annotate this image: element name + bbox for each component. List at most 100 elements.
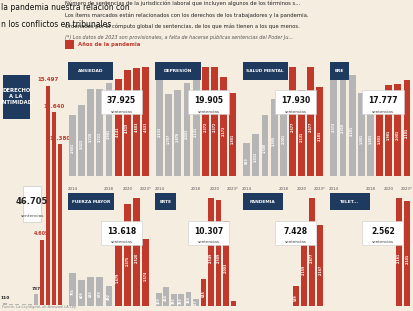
Text: 539: 539 [293, 294, 297, 300]
Bar [174, 90, 181, 176]
Bar [220, 77, 226, 176]
Text: 2.562: 2.562 [370, 227, 394, 236]
Bar [306, 67, 313, 176]
Bar [105, 83, 112, 176]
Text: 2.372: 2.372 [331, 122, 335, 132]
Bar [133, 68, 140, 176]
Bar [9, 304, 13, 305]
Bar [252, 134, 259, 176]
FancyBboxPatch shape [361, 90, 403, 114]
Text: sentencias: sentencias [20, 214, 44, 218]
Bar [87, 277, 94, 306]
Text: sentencias: sentencias [284, 110, 306, 114]
Bar [208, 198, 214, 306]
Text: 3.981: 3.981 [107, 129, 111, 139]
Text: 292: 292 [179, 297, 183, 304]
Text: 10.307: 10.307 [193, 227, 222, 236]
Text: 2014: 2014 [241, 187, 251, 191]
Text: 1.878: 1.878 [176, 132, 179, 142]
Text: 2.101: 2.101 [404, 254, 408, 264]
Text: 7.428: 7.428 [283, 227, 307, 236]
Text: 2.131: 2.131 [157, 127, 161, 137]
Text: 609: 609 [79, 291, 83, 298]
Text: FUERZA MAYOR: FUERZA MAYOR [71, 199, 110, 203]
Text: Años de la pandemia: Años de la pandemia [77, 42, 140, 47]
Bar [185, 292, 191, 306]
Text: 13.618: 13.618 [107, 227, 136, 236]
Text: 4.519: 4.519 [125, 123, 129, 133]
Bar [123, 70, 131, 176]
Text: 1.787: 1.787 [166, 134, 170, 144]
Bar [394, 84, 400, 176]
Text: 1.801: 1.801 [358, 134, 363, 144]
Bar [171, 294, 176, 306]
Bar [215, 200, 221, 306]
Bar [357, 94, 364, 176]
Text: 3.720: 3.720 [88, 132, 93, 142]
Text: 2020: 2020 [296, 187, 306, 191]
FancyBboxPatch shape [188, 90, 229, 114]
Text: 2.677: 2.677 [308, 122, 312, 132]
Text: 1.479: 1.479 [116, 272, 120, 283]
Bar [68, 62, 113, 80]
Bar [105, 285, 112, 306]
FancyBboxPatch shape [274, 221, 316, 245]
Bar [242, 62, 287, 80]
Bar [40, 240, 44, 305]
Text: 15.497: 15.497 [37, 77, 59, 82]
Bar [52, 112, 56, 305]
Text: 2.161: 2.161 [396, 253, 400, 263]
Bar [297, 90, 304, 176]
Text: la pandemia nuestra relación con: la pandemia nuestra relación con [1, 2, 130, 12]
Text: sentencias: sentencias [110, 240, 132, 244]
Bar [329, 62, 349, 80]
Text: 1.981: 1.981 [386, 130, 390, 140]
Text: 2014: 2014 [154, 187, 164, 191]
Text: 2.677: 2.677 [290, 122, 294, 132]
Text: 4.605: 4.605 [34, 231, 50, 236]
Bar [403, 80, 409, 176]
FancyBboxPatch shape [101, 221, 142, 245]
Bar [192, 78, 199, 176]
Bar [316, 225, 323, 306]
Bar [261, 115, 268, 176]
Text: 1.905: 1.905 [271, 136, 275, 146]
Bar [87, 89, 94, 176]
Bar [288, 67, 295, 176]
Bar [114, 79, 121, 176]
Text: 2.375: 2.375 [125, 255, 129, 266]
Bar [155, 62, 200, 80]
Bar [193, 299, 199, 306]
Bar [58, 144, 62, 305]
Text: 2020: 2020 [383, 187, 393, 191]
Bar [270, 99, 277, 176]
Text: 2.181: 2.181 [317, 131, 321, 141]
Text: 2018: 2018 [365, 187, 375, 191]
Text: 2.372: 2.372 [203, 122, 207, 132]
Text: 2.601: 2.601 [70, 143, 74, 153]
Bar [243, 142, 249, 176]
Bar [96, 89, 103, 176]
Text: sentencias: sentencias [371, 110, 393, 114]
Bar [404, 201, 410, 306]
Bar [339, 70, 346, 176]
Bar [15, 304, 19, 305]
Bar [46, 86, 50, 305]
Bar [366, 94, 373, 176]
Bar [142, 67, 149, 176]
Text: PANDEMIA: PANDEMIA [249, 199, 275, 203]
Bar [300, 225, 306, 306]
Text: 2023*: 2023* [226, 187, 238, 191]
Text: sentencias: sentencias [284, 240, 306, 244]
Bar [202, 67, 208, 176]
Text: 454: 454 [164, 294, 168, 301]
Bar [229, 94, 235, 176]
Text: 2.520: 2.520 [134, 253, 138, 263]
Text: 2.318: 2.318 [340, 123, 344, 133]
Bar [65, 40, 74, 49]
Text: 2.131: 2.131 [299, 132, 303, 142]
Text: 2023*: 2023* [139, 187, 151, 191]
Bar [142, 239, 149, 306]
Text: 2.172: 2.172 [221, 126, 225, 136]
Text: 1.508: 1.508 [262, 143, 266, 153]
